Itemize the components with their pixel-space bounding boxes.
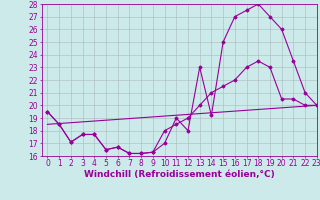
X-axis label: Windchill (Refroidissement éolien,°C): Windchill (Refroidissement éolien,°C) — [84, 170, 275, 179]
